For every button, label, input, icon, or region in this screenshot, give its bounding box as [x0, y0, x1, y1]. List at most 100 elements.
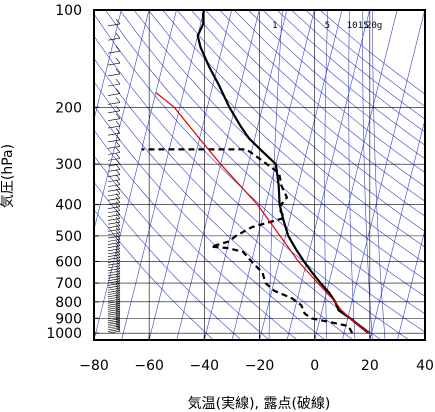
wind-barb [107, 300, 121, 304]
mixing-ratio-label: 20g [366, 21, 382, 31]
wind-barb-flag [115, 309, 121, 316]
wind-barb [107, 310, 121, 314]
wind-barb [107, 102, 121, 105]
dry-adiabat-line [219, 10, 425, 188]
wind-barb [107, 174, 121, 178]
wind-barb [107, 152, 121, 155]
wind-barb-flag [115, 120, 121, 127]
wind-barb [107, 312, 121, 316]
wind-barb [107, 290, 121, 293]
wind-barb-flag [115, 324, 121, 330]
wind-barb [107, 257, 121, 260]
wind-barb-flag [115, 213, 121, 219]
wind-barb [107, 260, 121, 263]
dry-adiabat-line [162, 10, 425, 248]
wind-barb [107, 197, 121, 201]
wind-barb [107, 307, 121, 310]
wind-barb-flag [115, 113, 121, 119]
wind-barb [107, 330, 121, 334]
x-tick-label: −20 [245, 358, 275, 374]
wind-barb [107, 265, 121, 269]
dry-adiabat-line [105, 10, 425, 315]
wind-barb-flag [115, 271, 121, 277]
wind-barb-flag [115, 18, 121, 25]
x-tick-label: −60 [134, 358, 164, 374]
dry-adiabat-line [94, 155, 270, 340]
wind-barb [107, 287, 121, 291]
isotherm-line [121, 10, 205, 340]
wind-barb [107, 329, 121, 332]
wind-barb-flag [115, 201, 121, 207]
wind-barb-flag [115, 134, 121, 141]
wind-barb-flag [115, 153, 121, 159]
dry-adiabat-line [148, 10, 425, 264]
wind-barb-flag [115, 300, 121, 306]
wind-barb-flag [115, 293, 121, 300]
wind-barb [107, 248, 121, 252]
wind-barb [107, 146, 121, 149]
dry-adiabat-line [176, 10, 425, 232]
wind-barb-flag [115, 237, 121, 243]
wind-barb [107, 139, 121, 143]
wind-barb-flag [115, 296, 121, 302]
wind-barb [107, 318, 121, 322]
wind-barb-flag [115, 230, 121, 237]
x-axis-title: 気温(実線), 露点(破線) [188, 396, 331, 412]
wind-barb [107, 296, 121, 300]
wind-barb [107, 206, 121, 210]
wind-barb-flag [115, 174, 121, 180]
y-tick-label: 200 [55, 100, 82, 116]
y-tick-label: 100 [55, 3, 82, 19]
wind-barb-flag [115, 320, 121, 327]
wind-barb-flag [115, 127, 121, 134]
wind-barb [107, 305, 121, 308]
wind-barbs [107, 18, 121, 334]
mixing-ratio-line [268, 10, 283, 340]
mixing-ratio-label: 15 [358, 21, 369, 31]
wind-barb [107, 132, 121, 136]
wind-barb-flag [115, 78, 121, 85]
y-tick-label: 800 [55, 295, 82, 311]
wind-barb [107, 73, 121, 77]
dry-adiabat-line [205, 10, 425, 202]
y-tick-label: 700 [55, 276, 82, 292]
wind-barb-flag [115, 216, 121, 223]
isotherm-line [424, 338, 425, 340]
wind-barb [107, 202, 121, 205]
sounding-series [141, 10, 370, 335]
wind-barb [107, 179, 121, 183]
wind-barb [107, 251, 121, 255]
y-tick-label: 300 [55, 157, 82, 173]
dry-adiabat-line [94, 105, 326, 340]
dry-adiabat-line [94, 209, 214, 340]
isotherm-line [231, 10, 315, 340]
wind-barb [107, 37, 121, 41]
wind-barb [107, 23, 121, 27]
wind-barb [107, 184, 121, 187]
wind-barb [107, 322, 121, 325]
dry-adiabat-line [319, 10, 425, 95]
wind-barb-flag [115, 205, 121, 211]
mixing-ratio-line [324, 10, 329, 340]
isotherm-line [397, 228, 425, 340]
y-tick-label: 600 [55, 254, 82, 270]
parcel-line [155, 92, 370, 334]
wind-barb [107, 280, 121, 284]
wind-barb [107, 225, 121, 229]
wind-barb-flag [115, 141, 121, 147]
isotherm-line [94, 10, 150, 231]
wind-barb [107, 270, 121, 274]
y-tick-label: 1000 [46, 326, 82, 342]
wind-barb-flag [115, 33, 121, 39]
wind-barb [107, 169, 121, 172]
dry-adiabat-line [233, 10, 425, 173]
wind-barb [107, 325, 121, 329]
wind-barb [107, 254, 121, 257]
isotherm-line [176, 10, 260, 340]
dry-adiabat-line [119, 10, 425, 297]
x-axis: −80 −60 −40 −20 0 20 40 [79, 335, 434, 374]
x-tick-label: 40 [416, 358, 434, 374]
wind-barb [107, 163, 121, 167]
